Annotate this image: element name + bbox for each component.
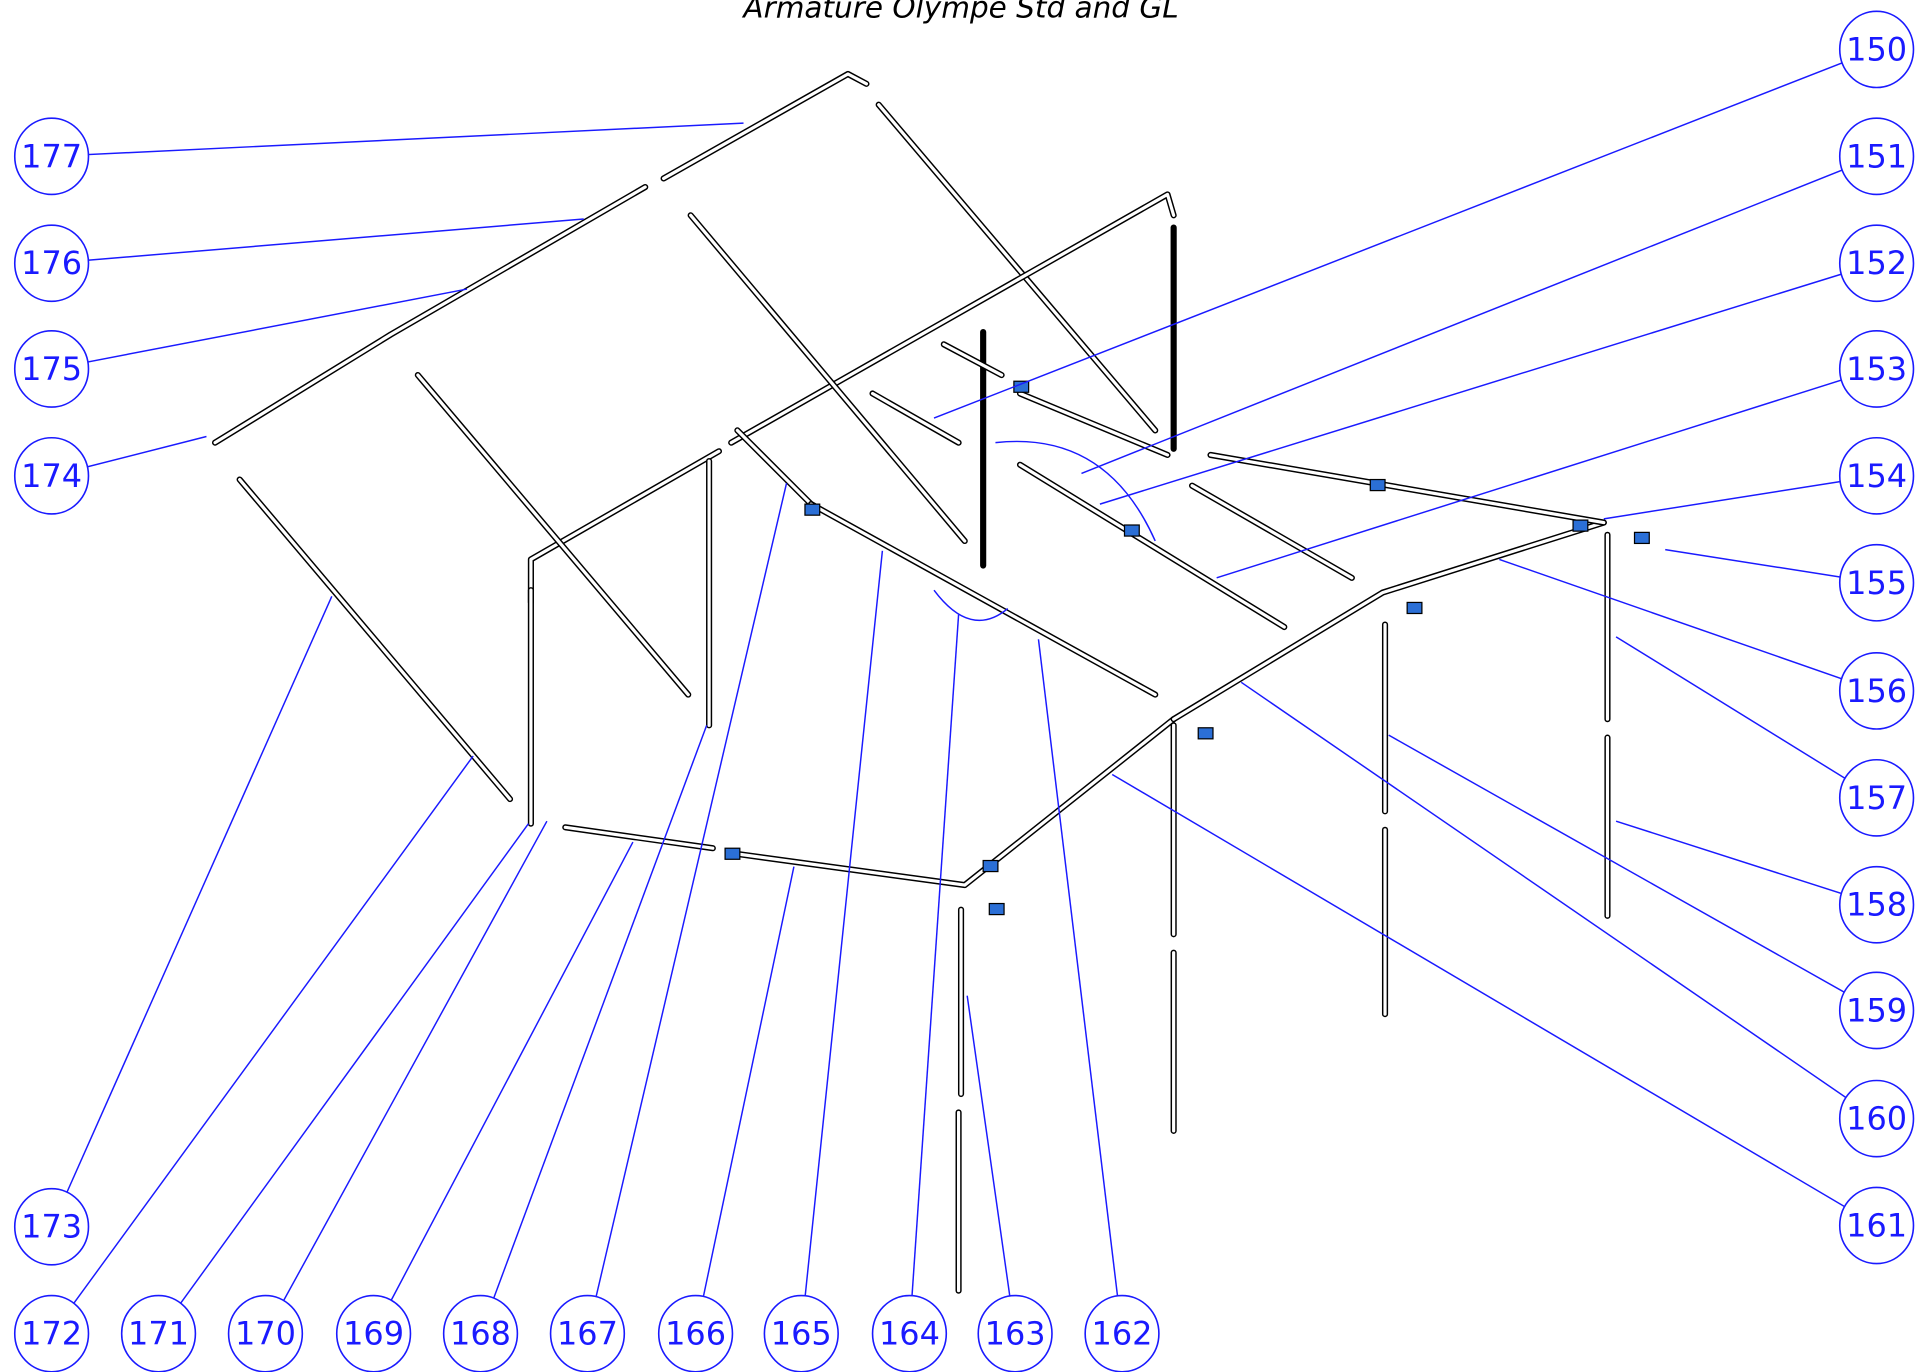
callout-label: 170: [235, 1315, 296, 1353]
leader-line: [801, 551, 882, 1334]
clamp: [983, 861, 998, 872]
tube-inner: [1211, 455, 1604, 523]
callout-label: 161: [1846, 1207, 1907, 1245]
callout-label: 159: [1846, 991, 1907, 1029]
leader-line: [1081, 156, 1876, 473]
callout-label: 176: [21, 244, 82, 282]
leader-line: [52, 596, 332, 1226]
tube-inner: [240, 480, 510, 800]
clamp: [1635, 532, 1650, 543]
title: Armature Olympe Std and GL: [741, 0, 1178, 24]
callouts: 150 151 152 153 154 155 156 157 158 159 160 161 162 1…: [15, 11, 1914, 1371]
callout-label: 169: [343, 1315, 404, 1353]
callout-label: 171: [128, 1315, 189, 1353]
callout-label: 174: [21, 457, 82, 495]
leader-line: [934, 49, 1877, 418]
tube-inner: [1192, 486, 1352, 578]
frame-drawing: [215, 74, 1649, 1291]
leader-line: [1616, 821, 1877, 905]
callout-label: 167: [557, 1315, 618, 1353]
diagram: 150 151 152 153 154 155 156 157 158 159 160 161 162 1…: [0, 0, 1927, 1372]
tube-inner: [1174, 523, 1604, 720]
tube-inner: [1020, 465, 1284, 627]
callout-label: 166: [665, 1315, 726, 1353]
leader-line: [159, 824, 529, 1334]
leader-line: [1499, 559, 1876, 690]
callout-label: 160: [1846, 1100, 1907, 1138]
tube-inner: [531, 451, 719, 602]
callout-label: 162: [1092, 1315, 1153, 1353]
callout-label: 175: [21, 350, 82, 388]
tube: [531, 451, 719, 602]
callout-label: 173: [21, 1208, 82, 1246]
clamp: [1198, 728, 1213, 739]
callout-label: 156: [1846, 672, 1907, 710]
leader-line: [52, 219, 584, 263]
tube-inner: [1020, 394, 1167, 455]
callout-label: 165: [771, 1315, 832, 1353]
leader-line: [1604, 476, 1877, 519]
leader-line: [1389, 735, 1877, 1010]
clamp: [725, 848, 740, 859]
leader-line: [1616, 637, 1877, 798]
tube: [1174, 523, 1604, 720]
clamp: [1124, 525, 1139, 536]
callout-label: 153: [1846, 350, 1907, 388]
clamp: [989, 904, 1004, 915]
leader-line: [1112, 774, 1876, 1225]
leader-line: [1038, 639, 1122, 1333]
callout-label: 152: [1846, 244, 1907, 282]
leader-line: [967, 996, 1015, 1334]
clamp: [1370, 480, 1385, 491]
tube-inner: [418, 375, 688, 695]
leader-line: [52, 756, 474, 1334]
tube-inner: [565, 827, 712, 848]
leader-line: [374, 842, 633, 1334]
callout-label: 155: [1846, 564, 1907, 602]
clamp: [1407, 602, 1422, 613]
leader-line: [265, 821, 546, 1333]
callout-label: 168: [450, 1315, 511, 1353]
callout-label: 172: [21, 1315, 82, 1353]
clamp: [1573, 520, 1588, 531]
tube-inner: [944, 344, 1002, 375]
leader-line: [52, 123, 744, 156]
leaders: [52, 49, 1877, 1333]
leader-line: [696, 867, 794, 1334]
page: 150 151 152 153 154 155 156 157 158 159 160 161 162 1…: [0, 0, 1927, 1372]
tube-inner: [691, 215, 965, 541]
tube-inner: [737, 430, 811, 504]
callout-label: 158: [1846, 886, 1907, 924]
callout-label: 157: [1846, 779, 1907, 817]
callout-label: 163: [985, 1315, 1046, 1353]
leader-line: [1241, 682, 1876, 1118]
callout-label: 150: [1846, 30, 1907, 68]
clamp: [805, 504, 820, 515]
callout-label: 164: [879, 1315, 940, 1353]
callout-label: 154: [1846, 457, 1907, 495]
callout-label: 151: [1846, 137, 1907, 175]
tube-inner: [873, 394, 959, 443]
leader-line: [1100, 263, 1877, 504]
tube: [731, 719, 1173, 885]
leader-line: [481, 725, 707, 1333]
callout-label: 177: [21, 137, 82, 175]
leader-line: [909, 615, 958, 1334]
